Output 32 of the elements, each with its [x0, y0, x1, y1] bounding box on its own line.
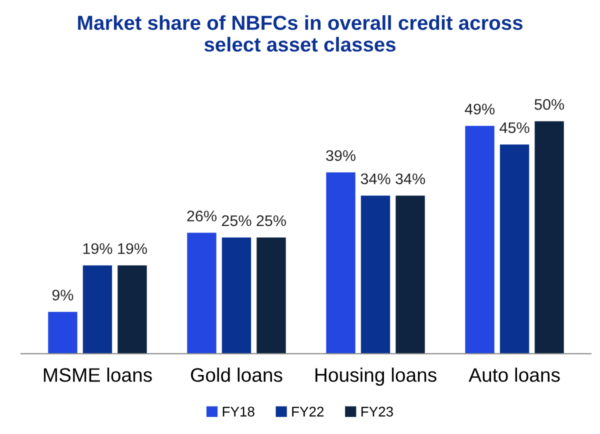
legend-label: FY22 [292, 406, 324, 416]
data-label: 50% [534, 99, 564, 110]
x-tick-label: Gold loans [190, 368, 282, 382]
bar [48, 312, 78, 354]
legend-label: FY23 [361, 406, 393, 417]
data-label: 9% [52, 290, 74, 301]
bar [534, 121, 564, 354]
bar [118, 265, 147, 354]
bar [222, 237, 252, 354]
x-tick-label: Auto loans [468, 368, 560, 382]
data-label: 39% [326, 150, 356, 162]
bar [500, 144, 530, 354]
legend-label: FY18 [222, 406, 254, 417]
x-tick-label: Housing loans [315, 368, 436, 386]
data-label: 19% [118, 243, 147, 254]
bar [396, 196, 425, 354]
bar [360, 196, 390, 354]
data-label: 25% [222, 215, 252, 226]
bar [82, 265, 112, 354]
data-label: 26% [187, 210, 216, 222]
x-tick-label: MSME loans [44, 368, 152, 382]
bar [465, 126, 494, 354]
data-label: 45% [500, 122, 530, 134]
data-label: 34% [396, 173, 426, 184]
data-label: 25% [256, 215, 286, 226]
bar [187, 232, 216, 354]
chart-title: Market share of NBFCs in overall credit across select asset classes [78, 15, 522, 52]
data-label: 49% [464, 104, 495, 115]
data-label: 19% [83, 243, 112, 254]
bar [256, 237, 286, 354]
data-label: 34% [360, 173, 390, 184]
bar [326, 172, 356, 354]
